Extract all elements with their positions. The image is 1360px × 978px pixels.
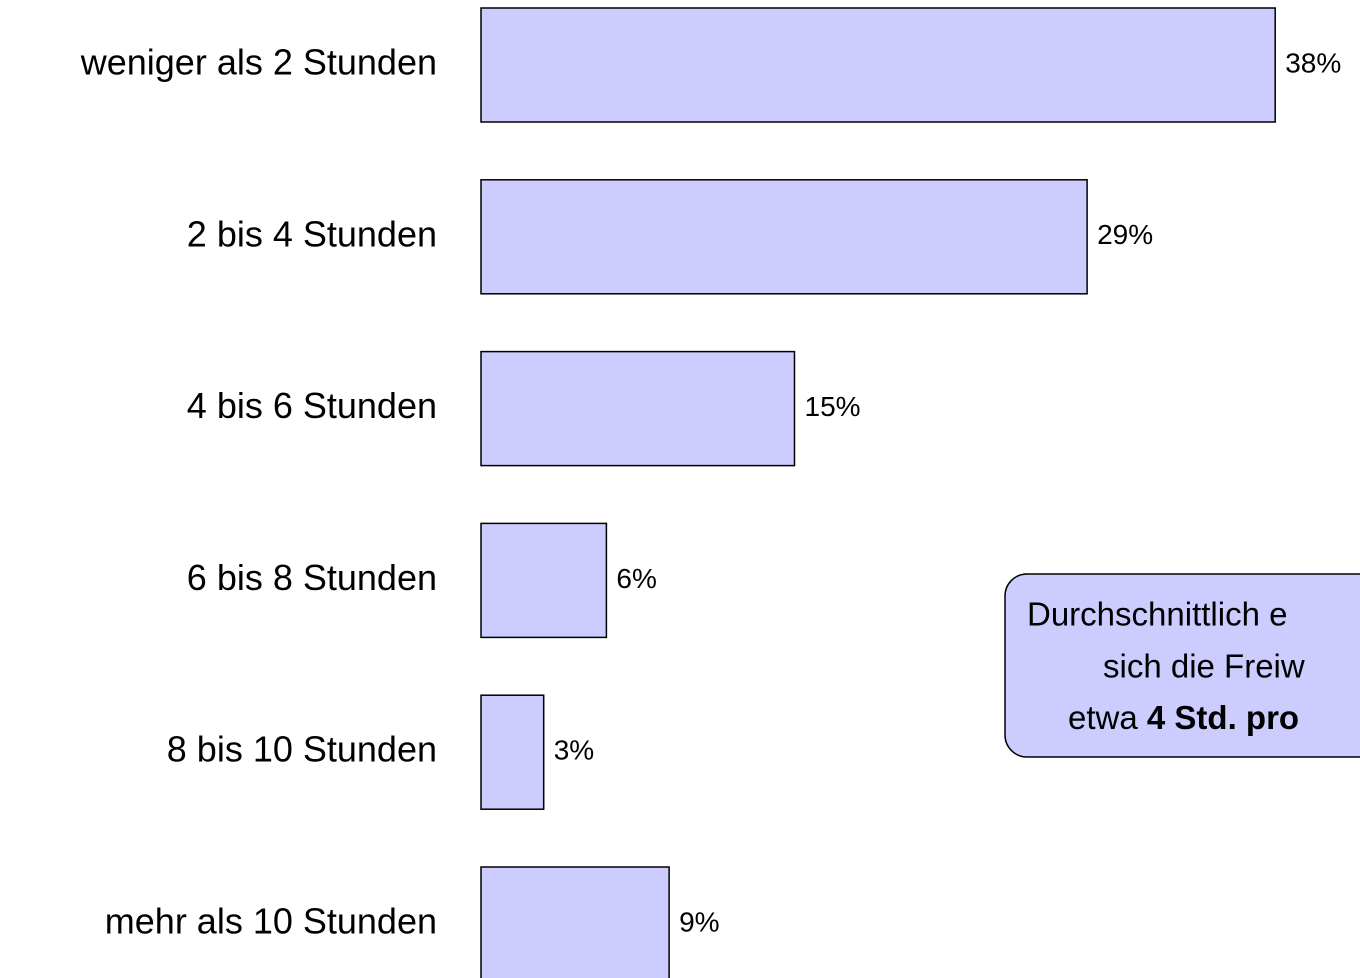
bar	[480, 522, 608, 639]
value-label: 6%	[616, 563, 656, 594]
category-label: 8 bis 10 Stunden	[167, 729, 437, 770]
annotation-text: etwa	[1068, 699, 1138, 736]
value-label: 15%	[805, 391, 861, 422]
bar	[480, 7, 1276, 123]
category-label: 2 bis 4 Stunden	[187, 213, 437, 254]
annotation-line: sich die Freiw	[1103, 648, 1305, 685]
value-label: 38%	[1285, 47, 1341, 78]
category-label: 4 bis 6 Stunden	[187, 385, 437, 426]
bar	[480, 694, 545, 810]
bar	[480, 179, 1088, 295]
bar	[480, 350, 796, 467]
value-label: 9%	[679, 906, 719, 937]
value-label: 29%	[1097, 219, 1153, 250]
annotation-box	[1004, 573, 1360, 758]
category-label: mehr als 10 Stunden	[105, 901, 437, 942]
bar	[480, 866, 670, 978]
annotation-bold: 4 Std. pro	[1147, 699, 1299, 736]
category-label: 6 bis 8 Stunden	[187, 557, 437, 598]
value-label: 3%	[554, 735, 594, 766]
category-label: weniger als 2 Stunden	[80, 42, 437, 83]
annotation-line: Durchschnittlich e	[1027, 596, 1287, 633]
annotation-line: etwa 4 Std. pro	[1068, 699, 1299, 736]
